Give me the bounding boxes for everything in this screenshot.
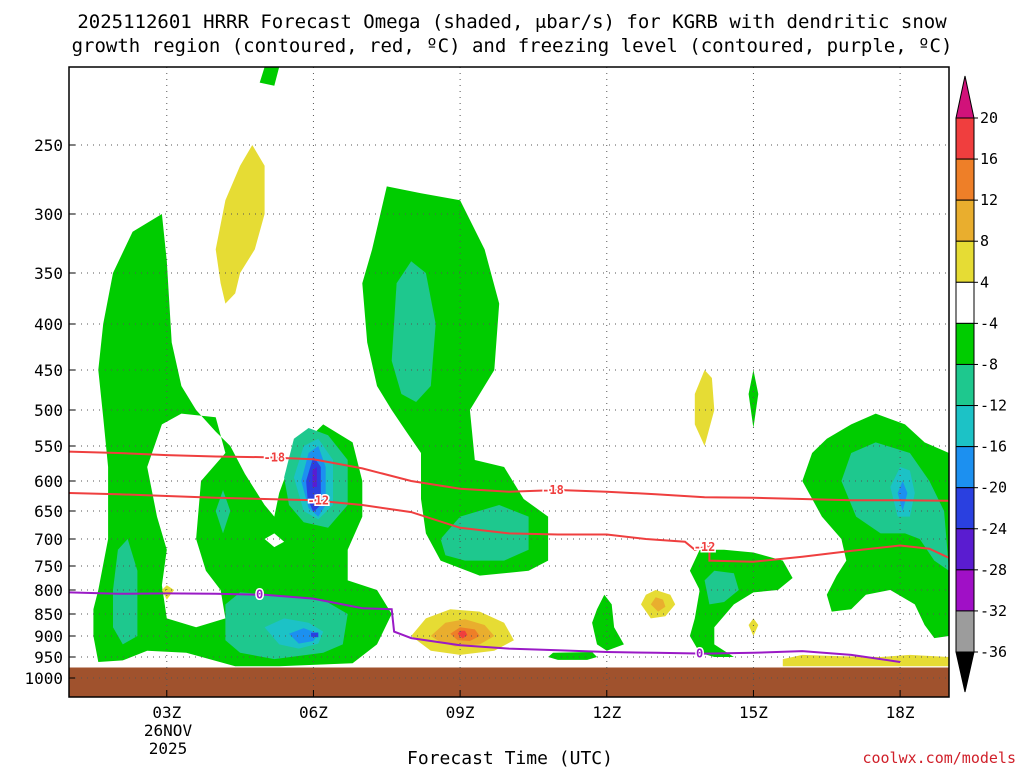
omega-region-yellow-470 [694, 370, 715, 446]
colorbar-bin-1 [955, 117, 975, 160]
omega-region-orange-830 [650, 597, 666, 612]
y-tick-label-450: 450 [34, 361, 63, 380]
omega-region-right-green2 [592, 594, 624, 651]
contour-label-dgz-top-0: -18 [263, 451, 285, 465]
omega-region-yellow-870 [748, 618, 759, 636]
omega-region-center-teal2 [440, 505, 529, 561]
colorbar-label-5: -4 [980, 314, 998, 332]
colorbar-label-12: -32 [980, 602, 1007, 620]
y-tick-label-550: 550 [34, 437, 63, 456]
colorbar-bin-6 [955, 322, 975, 365]
x-axis: 03Z 06Z 09Z 12Z 15Z 18Z [152, 690, 915, 722]
colorbar-bin-9 [955, 446, 975, 489]
y-tick-label-900: 900 [34, 627, 63, 646]
omega-region-left-green [93, 214, 392, 667]
contour-freezing [69, 591, 901, 663]
y-tick-label-300: 300 [34, 205, 63, 224]
date-label-year: 2025 [149, 739, 188, 758]
omega-region-teal-650 [215, 490, 231, 534]
y-tick-label-400: 400 [34, 315, 63, 334]
x-tick-label-18Z: 18Z [886, 703, 915, 722]
omega-region-yellow-800 [161, 585, 175, 600]
omega-region-green-470 [748, 370, 759, 428]
y-tick-label-350: 350 [34, 264, 63, 283]
contour-label-dgz-bottom-1: -12 [694, 540, 716, 554]
colorbar-label-8: -16 [980, 438, 1007, 456]
colorbar-label-10: -24 [980, 520, 1007, 538]
colorbar-label-2: 12 [980, 191, 998, 209]
colorbar-label-4: 4 [980, 273, 989, 291]
contour-lines: -18 -18 -12 -12 0 0 [69, 449, 949, 663]
date-label-day: 26NOV [144, 721, 193, 740]
colorbar-bin-13 [955, 610, 975, 653]
contour-label-freezing-1: 0 [696, 647, 703, 661]
colorbar-bin-4 [955, 240, 975, 283]
chart-title-line1: 2025112601 HRRR Forecast Omega (shaded, … [77, 11, 947, 33]
colorbar-bottom-arrow [955, 651, 975, 693]
x-tick-label-06Z: 06Z [299, 703, 328, 722]
y-tick-label-650: 650 [34, 502, 63, 521]
y-tick-label-950: 950 [34, 648, 63, 667]
x-tick-label-03Z: 03Z [152, 703, 181, 722]
omega-region-red-900 [457, 630, 468, 639]
omega-region-far-right-blue [897, 481, 908, 511]
x-axis-label: Forecast Time (UTC) [407, 748, 613, 768]
omega-region-right-green1 [548, 652, 597, 660]
colorbar-bin-7 [955, 363, 975, 407]
omega-region-lower-purple [311, 632, 319, 638]
omega-region-top-spot [259, 67, 280, 86]
contour-label-dgz-bottom-0: -12 [307, 494, 329, 508]
x-tick-label-09Z: 09Z [446, 703, 475, 722]
contour-label-freezing-0: 0 [256, 588, 263, 602]
colorbar-label-11: -28 [980, 561, 1007, 579]
x-tick-label-12Z: 12Z [592, 703, 621, 722]
colorbar-label-3: 8 [980, 232, 989, 250]
colorbar-label-13: -36 [980, 643, 1007, 661]
colorbar-bin-5 [955, 281, 975, 324]
omega-region-right-teal [704, 570, 739, 605]
y-tick-label-600: 600 [34, 472, 63, 491]
omega-region-yellow-bottom [782, 654, 949, 667]
y-tick-label-500: 500 [34, 401, 63, 420]
contour-dgz-bottom [69, 492, 949, 563]
y-axis: 250 300 350 400 450 500 550 600 650 700 750 800 850 9… [24, 136, 75, 688]
plot-area: -18 -18 -12 -12 0 0 [69, 67, 949, 697]
colorbar-bin-10 [955, 487, 975, 530]
colorbar-bin-2 [955, 158, 975, 201]
gridlines [69, 67, 949, 697]
colorbar: 20 16 12 8 4 -4 -8 -12 -16 -20 -24 -28 -32 -36 [955, 75, 1007, 693]
colorbar-bin-3 [955, 199, 975, 242]
colorbar-bin-8 [955, 405, 975, 448]
colorbar-bin-11 [955, 528, 975, 571]
y-tick-label-850: 850 [34, 605, 63, 624]
x-tick-label-15Z: 15Z [739, 703, 768, 722]
chart-title-line2: growth region (contoured, red, ºC) and f… [72, 35, 953, 57]
plot-frame [68, 66, 950, 698]
omega-region-yellow-top [215, 145, 265, 304]
omega-region-center-teal [391, 261, 436, 402]
y-tick-label-250: 250 [34, 136, 63, 155]
colorbar-label-0: 20 [980, 109, 998, 127]
colorbar-label-6: -8 [980, 355, 998, 373]
credit-text[interactable]: coolwx.com/models [862, 749, 1016, 767]
contour-dgz-top [69, 450, 949, 502]
y-tick-label-1000: 1000 [24, 669, 63, 688]
colorbar-label-7: -12 [980, 397, 1007, 415]
omega-shading [93, 67, 949, 667]
colorbar-label-1: 16 [980, 150, 998, 168]
colorbar-label-9: -20 [980, 479, 1007, 497]
omega-region-left-teal [113, 539, 138, 645]
colorbar-top-arrow [955, 75, 975, 119]
colorbar-bin-12 [955, 569, 975, 612]
ground-surface [69, 667, 949, 697]
y-tick-label-700: 700 [34, 530, 63, 549]
contour-label-dgz-top-1: -18 [542, 483, 564, 497]
y-tick-label-800: 800 [34, 581, 63, 600]
y-tick-label-750: 750 [34, 557, 63, 576]
